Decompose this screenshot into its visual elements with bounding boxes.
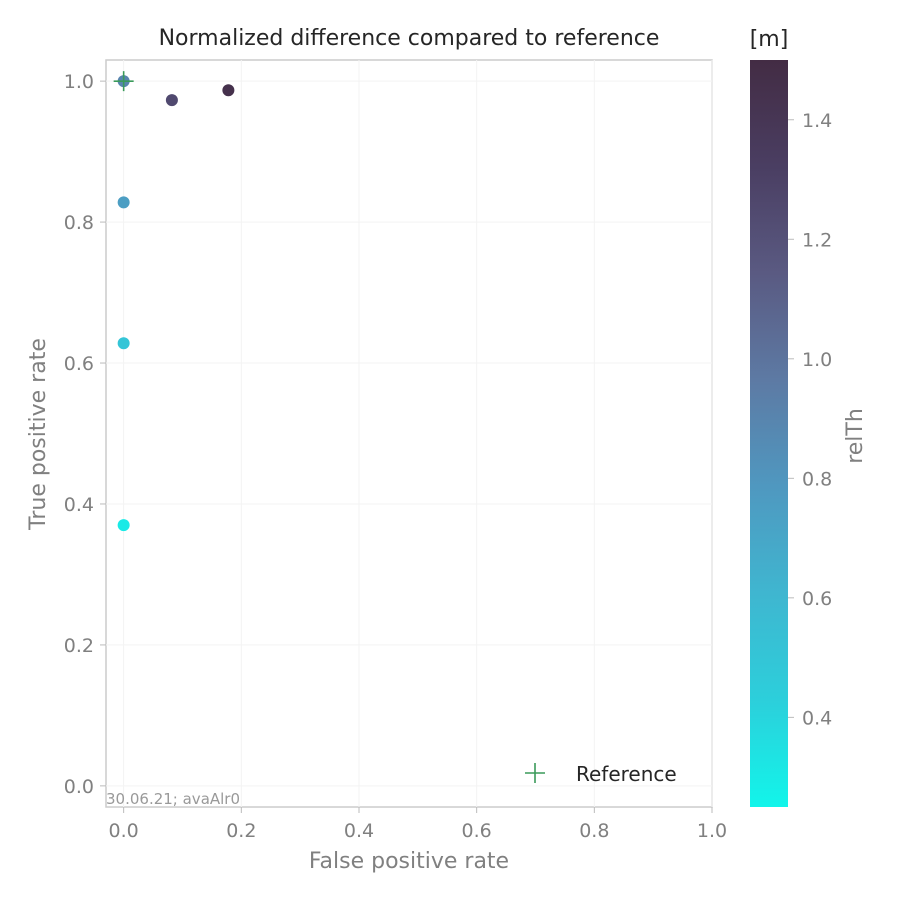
- colorbar-ticks: 0.4 0.6 0.8 1.0 1.2 1.4: [788, 110, 832, 729]
- legend: Reference: [525, 762, 677, 786]
- plot-area: [105, 59, 713, 808]
- y-tick-label: 0.0: [64, 776, 94, 798]
- x-tick-label: 0.4: [344, 820, 374, 842]
- data-point: [165, 94, 178, 107]
- y-tick-label: 0.4: [64, 494, 94, 516]
- y-tick-label: 0.2: [64, 635, 94, 657]
- colorbar-tick-label: 0.4: [802, 707, 832, 729]
- grid-lines: [106, 60, 713, 807]
- chart-title: Normalized difference compared to refere…: [159, 26, 660, 51]
- colorbar-tick-label: 1.0: [802, 349, 832, 371]
- data-points: [117, 75, 235, 532]
- x-axis-ticks: 0.0 0.2 0.4 0.6 0.8 1.0: [109, 807, 727, 842]
- y-tick-label: 1.0: [64, 71, 94, 93]
- x-tick-label: 0.0: [109, 820, 139, 842]
- x-tick-label: 0.8: [579, 820, 609, 842]
- x-tick-label: 0.6: [462, 820, 492, 842]
- legend-reference-label: Reference: [576, 762, 677, 786]
- x-axis-label: False positive rate: [309, 849, 509, 874]
- y-tick-label: 0.8: [64, 212, 94, 234]
- y-axis-ticks: 0.0 0.2 0.4 0.6 0.8 1.0: [64, 71, 106, 798]
- date-annotation: 30.06.21; avaAlr0: [106, 790, 240, 808]
- colorbar-tick-label: 1.4: [802, 110, 832, 132]
- colorbar-label: relTh: [843, 408, 868, 464]
- y-axis-label: True positive rate: [26, 338, 51, 531]
- data-point: [117, 196, 130, 209]
- colorbar-tick-label: 0.8: [802, 468, 832, 490]
- x-tick-label: 0.2: [226, 820, 256, 842]
- colorbar-tick-label: 1.2: [802, 229, 832, 251]
- y-tick-label: 0.6: [64, 353, 94, 375]
- data-point: [117, 337, 130, 350]
- data-point: [222, 84, 235, 97]
- x-tick-label: 1.0: [697, 820, 727, 842]
- colorbar-tick-label: 0.6: [802, 588, 832, 610]
- colorbar: [750, 60, 788, 807]
- data-point: [117, 519, 130, 532]
- reference-marker: [113, 71, 134, 92]
- colorbar-unit: [m]: [750, 27, 789, 52]
